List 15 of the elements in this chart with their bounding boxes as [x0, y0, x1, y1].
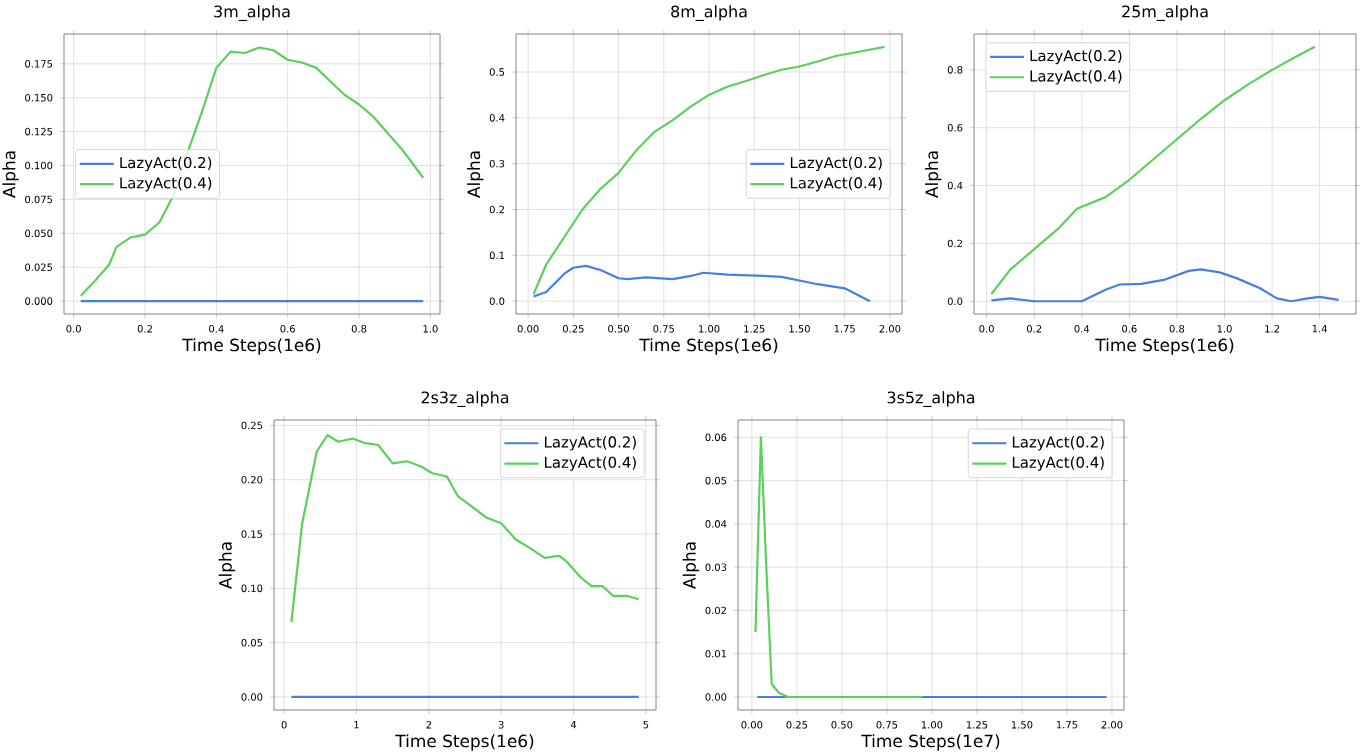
y-axis-title: Alpha: [218, 542, 236, 589]
line-series: [990, 45, 1316, 296]
x-axis-title: Time Steps(1e6): [182, 338, 321, 355]
y-axis-title: Alpha: [467, 151, 484, 198]
y-axis-title: Alpha: [2, 151, 19, 198]
line-series: [290, 434, 640, 624]
x-axis-title: Time Steps(1e7): [861, 734, 1000, 751]
line-series: [532, 45, 886, 296]
y-axis-title: Alpha: [682, 542, 700, 589]
x-axis-title: Time Steps(1e6): [1095, 338, 1234, 355]
y-axis-title: Alpha: [925, 151, 942, 198]
line-series: [532, 264, 872, 303]
x-axis-title: Time Steps(1e6): [639, 338, 778, 355]
x-axis-title: Time Steps(1e6): [395, 734, 534, 751]
line-series: [79, 46, 425, 297]
